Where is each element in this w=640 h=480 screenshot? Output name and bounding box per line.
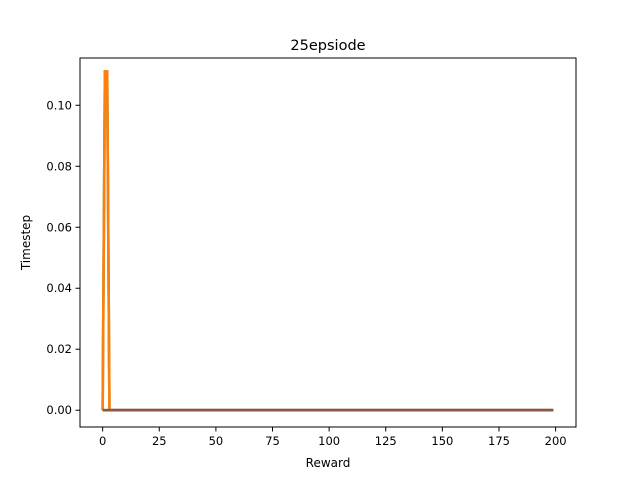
- y-axis-label: Timestep: [19, 215, 33, 271]
- series-line-1: [101, 70, 554, 412]
- chart-title: 25epsiode: [290, 38, 365, 54]
- plot-frame: [79, 57, 577, 428]
- y-tick-label: 0.08: [46, 159, 72, 173]
- y-tick-label: 0.04: [46, 281, 72, 295]
- x-tick-label: 50: [209, 434, 224, 448]
- x-tick-label: 100: [318, 434, 340, 448]
- x-tick-label: 125: [375, 434, 397, 448]
- x-tick-label: 0: [99, 434, 106, 448]
- x-tick-label: 175: [488, 434, 510, 448]
- x-tick-label: 150: [431, 434, 453, 448]
- y-tick-label: 0.02: [46, 342, 72, 356]
- y-axis: 0.00 0.02 0.04 0.06 0.08 0.10: [46, 98, 80, 417]
- x-tick-label: 25: [152, 434, 167, 448]
- series-line-2: [101, 70, 554, 412]
- x-tick-label: 200: [545, 434, 567, 448]
- x-axis-label: Reward: [306, 456, 351, 470]
- x-axis: 0 25 50 75 100 125 150 175 200: [99, 427, 567, 448]
- x-tick-label: 75: [265, 434, 280, 448]
- y-tick-label: 0.00: [46, 403, 72, 417]
- plot-series: [101, 70, 554, 412]
- y-tick-label: 0.06: [46, 220, 72, 234]
- y-tick-label: 0.10: [46, 98, 72, 112]
